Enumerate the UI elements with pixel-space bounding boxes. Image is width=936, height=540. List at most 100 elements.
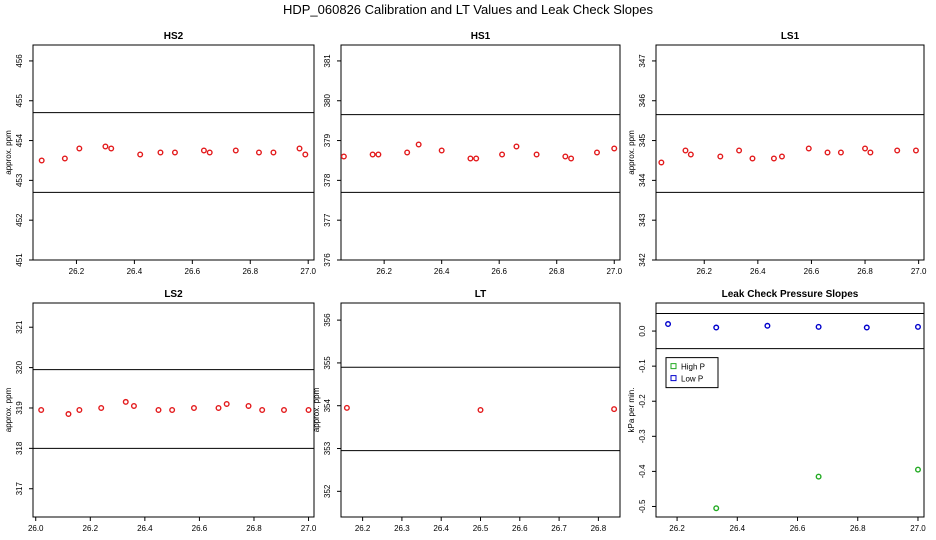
y-tick-label: 456 bbox=[15, 54, 24, 68]
data-point bbox=[770, 155, 777, 162]
y-tick-label: 451 bbox=[15, 253, 24, 267]
x-tick-label: 26.2 bbox=[376, 267, 392, 276]
x-tick-label: 26.2 bbox=[69, 267, 85, 276]
data-point bbox=[713, 505, 720, 512]
y-tick-label: 380 bbox=[323, 94, 332, 108]
data-point bbox=[477, 407, 484, 414]
x-tick-label: 26.8 bbox=[850, 524, 866, 533]
x-tick-label: 26.7 bbox=[551, 524, 567, 533]
data-point bbox=[169, 407, 176, 414]
y-tick-label: 347 bbox=[638, 54, 647, 68]
x-tick-label: 26.8 bbox=[549, 267, 565, 276]
data-point bbox=[499, 151, 506, 158]
x-tick-label: 27.0 bbox=[301, 524, 317, 533]
data-point bbox=[122, 398, 129, 405]
x-tick-label: 26.3 bbox=[394, 524, 410, 533]
x-tick-label: 26.6 bbox=[192, 524, 208, 533]
y-tick-label: 317 bbox=[15, 482, 24, 496]
y-tick-label: -0.3 bbox=[638, 429, 647, 443]
y-tick-label: 379 bbox=[323, 133, 332, 147]
data-point bbox=[736, 147, 743, 154]
data-point bbox=[415, 141, 422, 148]
y-axis-label: approx. ppm bbox=[4, 130, 13, 175]
data-point bbox=[369, 151, 376, 158]
x-tick-label: 26.4 bbox=[434, 267, 450, 276]
y-tick-label: 454 bbox=[15, 133, 24, 147]
data-point bbox=[200, 147, 207, 154]
y-tick-label: 376 bbox=[323, 253, 332, 267]
data-point bbox=[65, 411, 72, 418]
data-point bbox=[867, 149, 874, 156]
data-point bbox=[305, 407, 312, 414]
data-point bbox=[76, 145, 83, 152]
x-tick-label: 26.4 bbox=[127, 267, 143, 276]
data-point bbox=[611, 406, 618, 413]
x-tick-label: 26.6 bbox=[512, 524, 528, 533]
panel-hs2: HS2 26.2 26.4 26.6 26.8 27.0 451 452 453 454 455 45… bbox=[4, 31, 317, 276]
data-point bbox=[76, 407, 83, 414]
legend-box bbox=[665, 357, 719, 389]
data-point bbox=[562, 153, 569, 160]
data-point bbox=[296, 145, 303, 152]
data-point bbox=[824, 149, 831, 156]
x-tick-label: 26.4 bbox=[730, 524, 746, 533]
data-point bbox=[206, 149, 213, 156]
data-point bbox=[815, 473, 822, 480]
data-point bbox=[837, 149, 844, 156]
y-tick-label: 343 bbox=[638, 213, 647, 227]
data-point bbox=[568, 155, 575, 162]
y-tick-label: 342 bbox=[638, 253, 647, 267]
panel-leak-check-pressure-slopes: Leak Check Pressure Slopes 26.2 26.4 26.6 26… bbox=[627, 289, 926, 533]
data-point bbox=[280, 407, 287, 414]
y-tick-label: -0.5 bbox=[638, 499, 647, 513]
panel-hs1: HS1 26.2 26.4 26.6 26.8 27.0 376 377 378 379 380 38… bbox=[323, 31, 623, 276]
x-tick-label: 26.2 bbox=[696, 267, 712, 276]
y-tick-label: -0.1 bbox=[638, 359, 647, 373]
data-point bbox=[155, 407, 162, 414]
x-tick-label: 26.8 bbox=[246, 524, 262, 533]
panel-title: Leak Check Pressure Slopes bbox=[722, 289, 859, 300]
data-point bbox=[533, 151, 540, 158]
legend-swatch bbox=[670, 363, 677, 370]
plot-frame bbox=[340, 44, 621, 261]
data-point bbox=[467, 155, 474, 162]
x-tick-label: 26.8 bbox=[857, 267, 873, 276]
data-point bbox=[894, 147, 901, 154]
y-tick-label: 381 bbox=[323, 54, 332, 68]
x-tick-label: 26.6 bbox=[491, 267, 507, 276]
data-point bbox=[863, 324, 870, 331]
x-tick-label: 26.6 bbox=[185, 267, 201, 276]
legend-label: High P bbox=[681, 363, 705, 372]
data-point bbox=[473, 155, 480, 162]
data-point bbox=[302, 151, 309, 158]
x-tick-label: 26.6 bbox=[804, 267, 820, 276]
x-tick-label: 26.8 bbox=[591, 524, 607, 533]
plot-frame bbox=[32, 44, 315, 261]
data-point bbox=[38, 157, 45, 164]
plot-frame bbox=[32, 302, 315, 518]
data-point bbox=[340, 153, 347, 160]
data-point bbox=[232, 147, 239, 154]
data-point bbox=[687, 151, 694, 158]
data-point bbox=[593, 149, 600, 156]
data-point bbox=[223, 400, 230, 407]
data-point bbox=[157, 149, 164, 156]
data-point bbox=[764, 322, 771, 329]
data-point bbox=[912, 147, 919, 154]
x-tick-label: 26.2 bbox=[355, 524, 371, 533]
data-point bbox=[61, 155, 68, 162]
data-point bbox=[215, 404, 222, 411]
y-tick-label: 353 bbox=[323, 441, 332, 455]
data-point bbox=[658, 159, 665, 166]
y-axis-label: approx. ppm bbox=[4, 387, 13, 432]
x-tick-label: 27.0 bbox=[606, 267, 622, 276]
data-point bbox=[245, 402, 252, 409]
plot-frame bbox=[340, 302, 621, 518]
data-point bbox=[404, 149, 411, 156]
x-tick-label: 26.6 bbox=[790, 524, 806, 533]
data-point bbox=[343, 404, 350, 411]
y-tick-label: 344 bbox=[638, 173, 647, 187]
legend-label: Low P bbox=[681, 375, 703, 384]
data-point bbox=[778, 153, 785, 160]
x-tick-label: 26.5 bbox=[473, 524, 489, 533]
